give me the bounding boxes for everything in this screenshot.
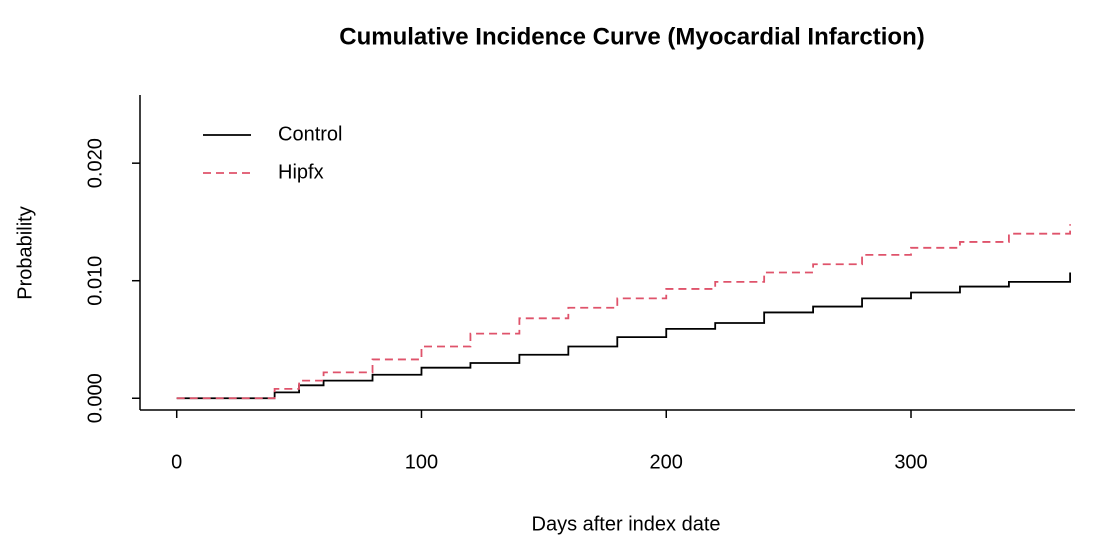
series-line: [176, 272, 1071, 400]
chart-title: Cumulative Incidence Curve (Myocardial I…: [339, 23, 924, 50]
y-tick-label: 0.000: [84, 373, 106, 423]
y-tick-label: 0.020: [84, 138, 106, 188]
x-axis-label: Days after index date: [532, 513, 721, 535]
series-line: [176, 224, 1071, 400]
y-axis-label: Probability: [14, 206, 36, 299]
legend-label: Hipfx: [278, 161, 324, 183]
legend-label: Control: [278, 123, 342, 145]
y-tick-label: 0.010: [84, 256, 106, 306]
x-tick-label: 300: [894, 451, 927, 473]
x-tick-label: 200: [650, 451, 683, 473]
x-tick-label: 100: [405, 451, 438, 473]
x-tick-label: 0: [171, 451, 182, 473]
